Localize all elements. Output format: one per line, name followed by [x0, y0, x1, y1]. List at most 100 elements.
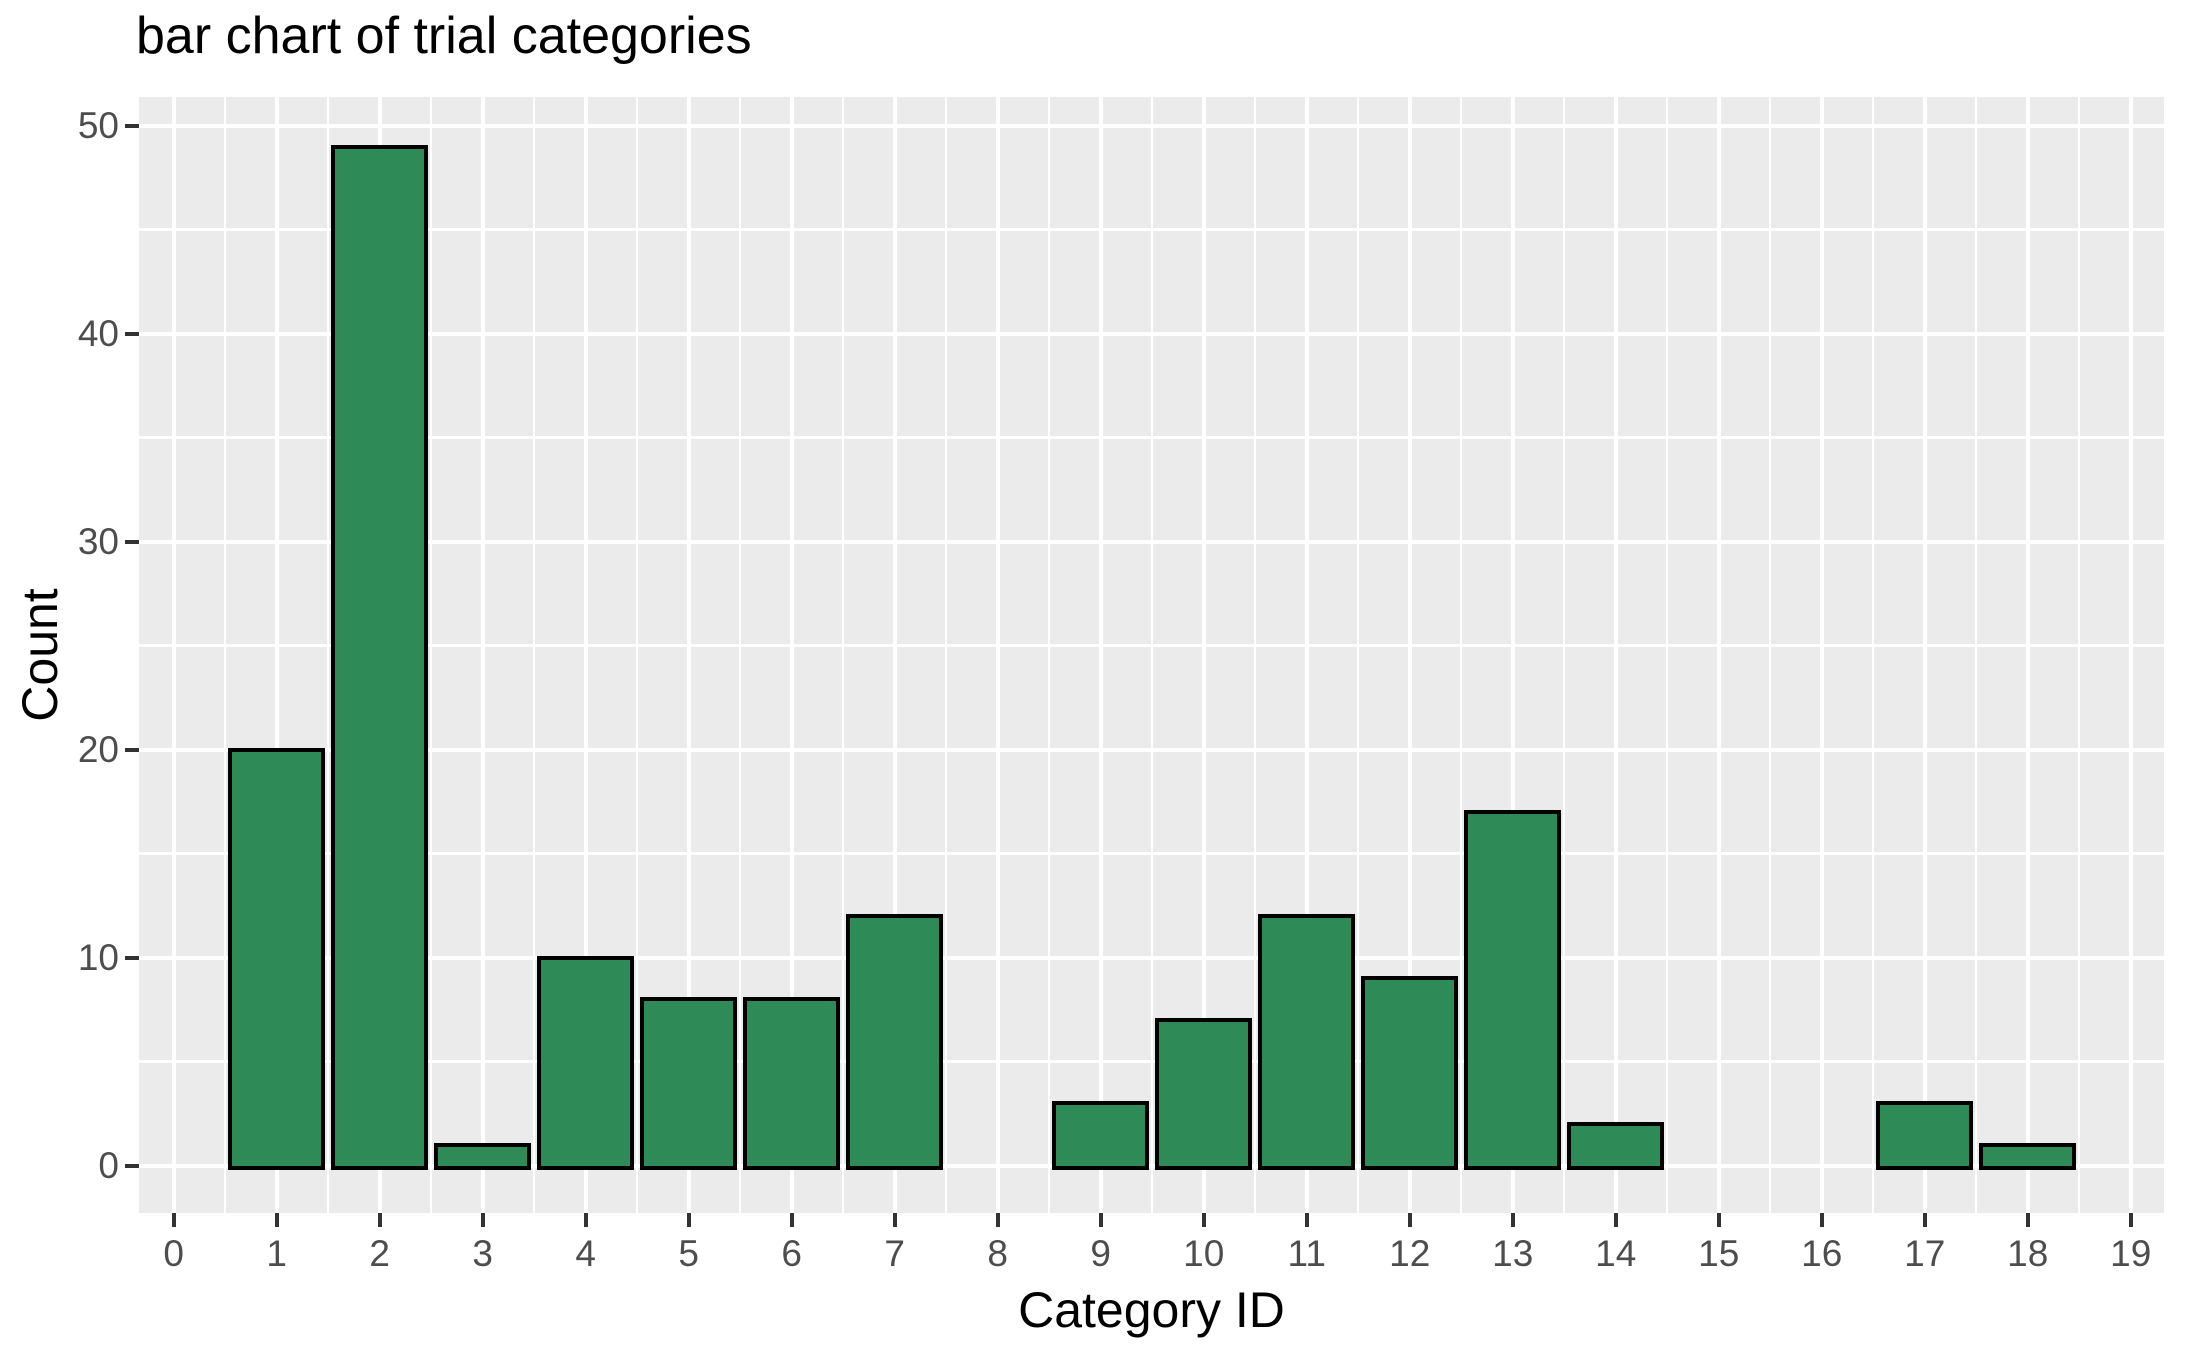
x-tick-mark: [583, 1213, 588, 1227]
x-axis-title: Category ID: [1018, 1282, 1285, 1338]
x-minor-gridline: [1768, 97, 1772, 1213]
x-major-gridline: [686, 97, 691, 1213]
x-tick-mark: [1098, 1213, 1103, 1227]
bar-category-6: [743, 997, 841, 1170]
x-tick-mark: [1922, 1213, 1927, 1227]
x-minor-gridline: [1047, 97, 1051, 1213]
x-tick-label: 17: [1904, 1233, 1946, 1274]
x-tick-label: 15: [1698, 1233, 1740, 1274]
x-tick-label: 8: [987, 1233, 1008, 1274]
x-major-gridline: [2025, 97, 2030, 1213]
x-major-gridline: [1201, 97, 1206, 1213]
bar-category-18: [1979, 1142, 2077, 1170]
x-tick-mark: [2128, 1213, 2133, 1227]
x-minor-gridline: [1665, 97, 1669, 1213]
x-tick-mark: [2025, 1213, 2030, 1227]
y-tick-label: 30: [77, 520, 119, 562]
x-tick-mark: [377, 1213, 382, 1227]
x-tick-label: 19: [2110, 1233, 2152, 1274]
x-tick-label: 10: [1183, 1233, 1225, 1274]
x-major-gridline: [583, 97, 588, 1213]
x-tick-label: 4: [575, 1233, 596, 1274]
x-minor-gridline: [1459, 97, 1463, 1213]
y-major-gridline: [139, 747, 2164, 752]
bar-category-9: [1052, 1101, 1150, 1170]
x-tick-label: 5: [678, 1233, 699, 1274]
x-tick-label: 2: [369, 1233, 390, 1274]
x-tick-label: 1: [266, 1233, 287, 1274]
y-tick-mark: [125, 1163, 139, 1168]
y-major-gridline: [139, 955, 2164, 960]
x-minor-gridline: [2077, 97, 2081, 1213]
y-major-gridline: [139, 123, 2164, 128]
bar-category-7: [846, 914, 944, 1170]
y-tick-mark: [125, 123, 139, 128]
x-minor-gridline: [326, 97, 330, 1213]
x-tick-label: 9: [1090, 1233, 1111, 1274]
y-major-gridline: [139, 539, 2164, 544]
x-tick-label: 12: [1389, 1233, 1431, 1274]
x-tick-label: 13: [1492, 1233, 1534, 1274]
y-tick-mark: [125, 747, 139, 752]
x-tick-label: 3: [472, 1233, 493, 1274]
x-major-gridline: [1098, 97, 1103, 1213]
x-minor-gridline: [223, 97, 227, 1213]
x-tick-mark: [1201, 1213, 1206, 1227]
bar-category-14: [1567, 1122, 1665, 1170]
x-minor-gridline: [635, 97, 639, 1213]
bar-layer: [139, 97, 2164, 1213]
x-tick-mark: [1510, 1213, 1515, 1227]
bar-category-4: [537, 955, 635, 1170]
x-major-gridline: [789, 97, 794, 1213]
x-major-gridline: [1819, 97, 1824, 1213]
x-tick-label: 14: [1595, 1233, 1637, 1274]
x-tick-mark: [480, 1213, 485, 1227]
x-major-gridline: [1510, 97, 1515, 1213]
x-tick-label: 7: [884, 1233, 905, 1274]
bar-category-13: [1464, 810, 1562, 1170]
y-tick-mark: [125, 539, 139, 544]
x-major-gridline: [1407, 97, 1412, 1213]
x-tick-mark: [1304, 1213, 1309, 1227]
x-minor-gridline: [841, 97, 845, 1213]
bar-category-5: [640, 997, 738, 1170]
x-minor-gridline: [1974, 97, 1978, 1213]
x-minor-gridline: [944, 97, 948, 1213]
bar-category-1: [228, 747, 326, 1170]
y-tick-mark: [125, 955, 139, 960]
x-tick-label: 16: [1801, 1233, 1843, 1274]
bar-category-11: [1258, 914, 1356, 1170]
x-tick-mark: [171, 1213, 176, 1227]
x-tick-mark: [1613, 1213, 1618, 1227]
y-major-gridline: [139, 1163, 2164, 1168]
bar-category-2: [331, 144, 429, 1170]
x-major-gridline: [171, 97, 176, 1213]
x-minor-gridline: [1253, 97, 1257, 1213]
x-minor-gridline: [429, 97, 433, 1213]
y-tick-label: 10: [77, 936, 119, 978]
x-minor-gridline: [532, 97, 536, 1213]
x-tick-mark: [1716, 1213, 1721, 1227]
x-tick-mark: [1819, 1213, 1824, 1227]
x-tick-label: 0: [163, 1233, 184, 1274]
bar-category-3: [434, 1142, 532, 1170]
x-major-gridline: [892, 97, 897, 1213]
y-major-gridline: [139, 331, 2164, 336]
x-major-gridline: [1304, 97, 1309, 1213]
x-tick-mark: [274, 1213, 279, 1227]
plot-panel: [139, 97, 2164, 1213]
y-tick-label: 0: [98, 1144, 119, 1186]
x-major-gridline: [274, 97, 279, 1213]
x-major-gridline: [1922, 97, 1927, 1213]
bar-category-12: [1361, 976, 1459, 1170]
plot-title: bar chart of trial categories: [136, 7, 752, 65]
y-tick-label: 50: [77, 104, 119, 146]
bar-category-10: [1155, 1018, 1253, 1170]
x-minor-gridline: [1356, 97, 1360, 1213]
x-minor-gridline: [1562, 97, 1566, 1213]
y-tick-mark: [125, 331, 139, 336]
x-tick-mark: [789, 1213, 794, 1227]
x-major-gridline: [480, 97, 485, 1213]
x-major-gridline: [995, 97, 1000, 1213]
x-tick-mark: [1407, 1213, 1412, 1227]
